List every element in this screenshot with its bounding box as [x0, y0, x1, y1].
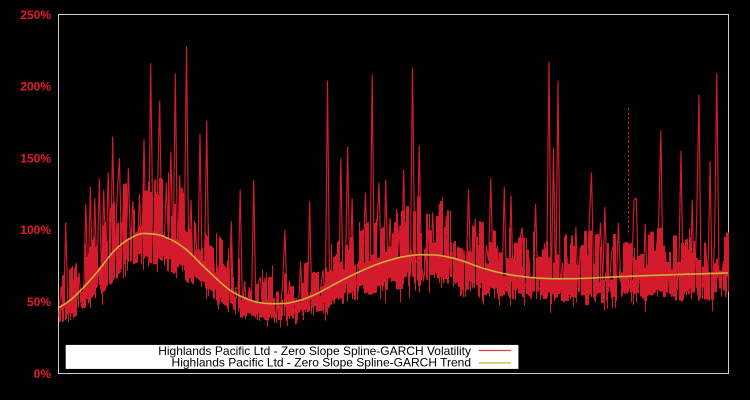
svg-text:200%: 200% — [20, 80, 51, 94]
svg-text:250%: 250% — [20, 8, 51, 22]
svg-text:100%: 100% — [20, 223, 51, 237]
svg-text:Highlands Pacific Ltd - Zero S: Highlands Pacific Ltd - Zero Slope Splin… — [172, 356, 471, 370]
svg-text:0%: 0% — [34, 367, 52, 381]
svg-text:150%: 150% — [20, 151, 51, 165]
svg-text:50%: 50% — [27, 295, 51, 309]
svg-text:Highlands Pacific Ltd - Zero S: Highlands Pacific Ltd - Zero Slope Splin… — [158, 344, 471, 358]
